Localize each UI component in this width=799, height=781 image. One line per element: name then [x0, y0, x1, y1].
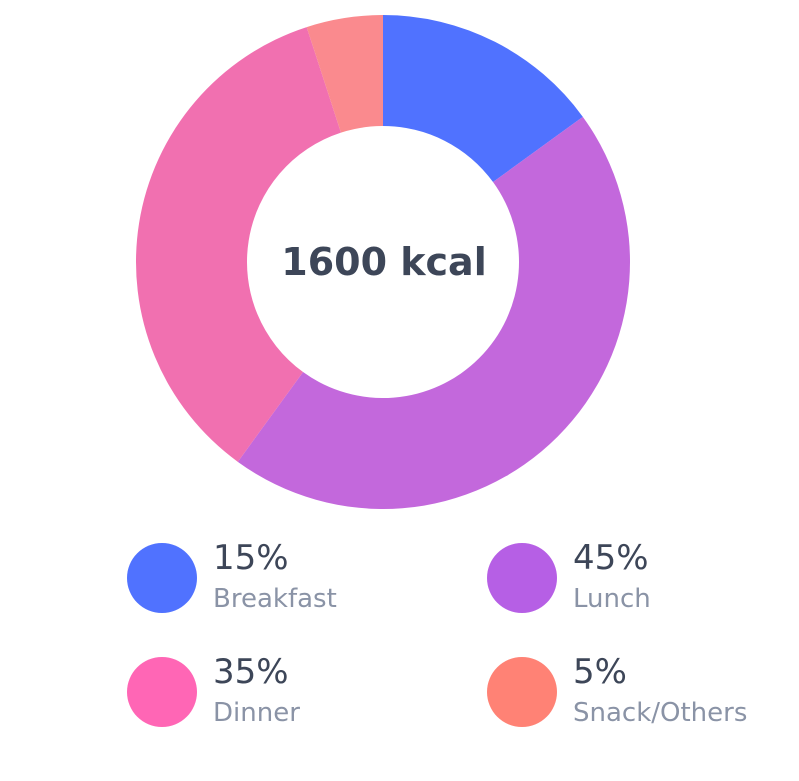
legend-label-snack-others: Snack/Others: [573, 698, 748, 728]
legend-item-lunch: 45% Lunch: [487, 538, 787, 623]
donut-chart: [135, 15, 631, 510]
legend-item-breakfast: 15% Breakfast: [127, 538, 427, 623]
legend-item-dinner: 35% Dinner: [127, 652, 427, 737]
legend-percent-snack-others: 5%: [573, 652, 627, 692]
legend-label-lunch: Lunch: [573, 584, 651, 614]
slice-lunch: [237, 116, 631, 510]
legend-swatch-dinner: [127, 657, 197, 727]
slice-breakfast: [383, 15, 583, 183]
total-calories-label: 1600 kcal: [281, 240, 487, 284]
legend-percent-lunch: 45%: [573, 538, 649, 578]
legend-label-breakfast: Breakfast: [213, 584, 337, 614]
slice-dinner: [135, 27, 341, 462]
slice-snack-others: [306, 15, 383, 133]
legend-item-snack-others: 5% Snack/Others: [487, 652, 787, 737]
legend-swatch-snack-others: [487, 657, 557, 727]
legend-label-dinner: Dinner: [213, 698, 300, 728]
legend-percent-breakfast: 15%: [213, 538, 289, 578]
legend-swatch-breakfast: [127, 543, 197, 613]
legend-swatch-lunch: [487, 543, 557, 613]
legend-percent-dinner: 35%: [213, 652, 289, 692]
